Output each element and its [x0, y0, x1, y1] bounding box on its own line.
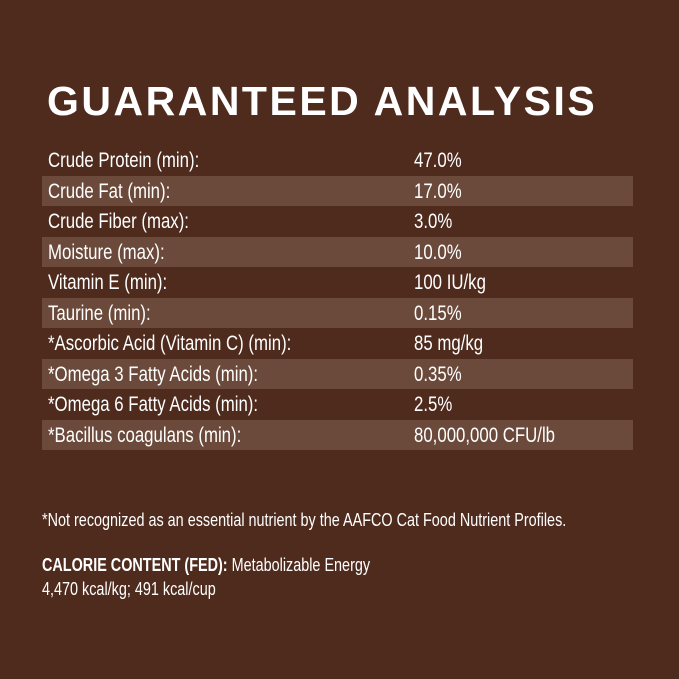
- analysis-table: Crude Protein (min): 47.0% Crude Fat (min…: [42, 145, 633, 450]
- footnote: *Not recognized as an essential nutrient…: [42, 510, 567, 530]
- row-label: Vitamin E (min):: [48, 271, 168, 294]
- table-row: Crude Fat (min): 17.0%: [42, 175, 633, 206]
- row-value: 0.15%: [414, 301, 462, 325]
- row-label: *Omega 3 Fatty Acids (min):: [48, 362, 259, 386]
- calorie-text: Metabolizable Energy: [227, 555, 371, 575]
- table-row: Taurine (min): 0.15%: [42, 297, 633, 328]
- row-value: 80,000,000 CFU/lb: [414, 423, 556, 447]
- row-value: 17.0%: [414, 179, 462, 203]
- row-value: 85 mg/kg: [414, 332, 484, 355]
- row-label: *Bacillus coagulans (min):: [48, 423, 242, 447]
- row-label: Crude Protein (min):: [48, 149, 200, 172]
- row-value: 47.0%: [414, 149, 462, 172]
- page-title: GUARANTEED ANALYSIS: [47, 78, 598, 124]
- row-value: 10.0%: [414, 240, 462, 264]
- row-label: Taurine (min):: [48, 301, 151, 325]
- row-value: 3.0%: [414, 210, 453, 233]
- table-row: *Ascorbic Acid (Vitamin C) (min): 85 mg/k…: [42, 328, 633, 359]
- table-row: Crude Fiber (max): 3.0%: [42, 206, 633, 237]
- table-row: Moisture (max): 10.0%: [42, 236, 633, 267]
- table-row: *Omega 6 Fatty Acids (min): 2.5%: [42, 389, 633, 420]
- row-label: Crude Fat (min):: [48, 179, 171, 203]
- row-label: *Omega 6 Fatty Acids (min):: [48, 393, 259, 416]
- row-label: *Ascorbic Acid (Vitamin C) (min):: [48, 332, 292, 355]
- table-row: *Bacillus coagulans (min): 80,000,000 CFU…: [42, 419, 633, 450]
- table-row: Vitamin E (min): 100 IU/kg: [42, 267, 633, 298]
- calorie-heading: CALORIE CONTENT (FED):: [42, 555, 228, 575]
- row-value: 100 IU/kg: [414, 271, 486, 294]
- row-label: Crude Fiber (max):: [48, 210, 189, 233]
- row-value: 0.35%: [414, 362, 462, 386]
- row-value: 2.5%: [414, 393, 453, 416]
- row-label: Moisture (max):: [48, 240, 165, 264]
- calorie-content: CALORIE CONTENT (FED): Metabolizable Ene…: [42, 553, 370, 601]
- table-row: Crude Protein (min): 47.0%: [42, 145, 633, 176]
- calorie-values: 4,470 kcal/kg; 491 kcal/cup: [42, 579, 216, 599]
- table-row: *Omega 3 Fatty Acids (min): 0.35%: [42, 358, 633, 389]
